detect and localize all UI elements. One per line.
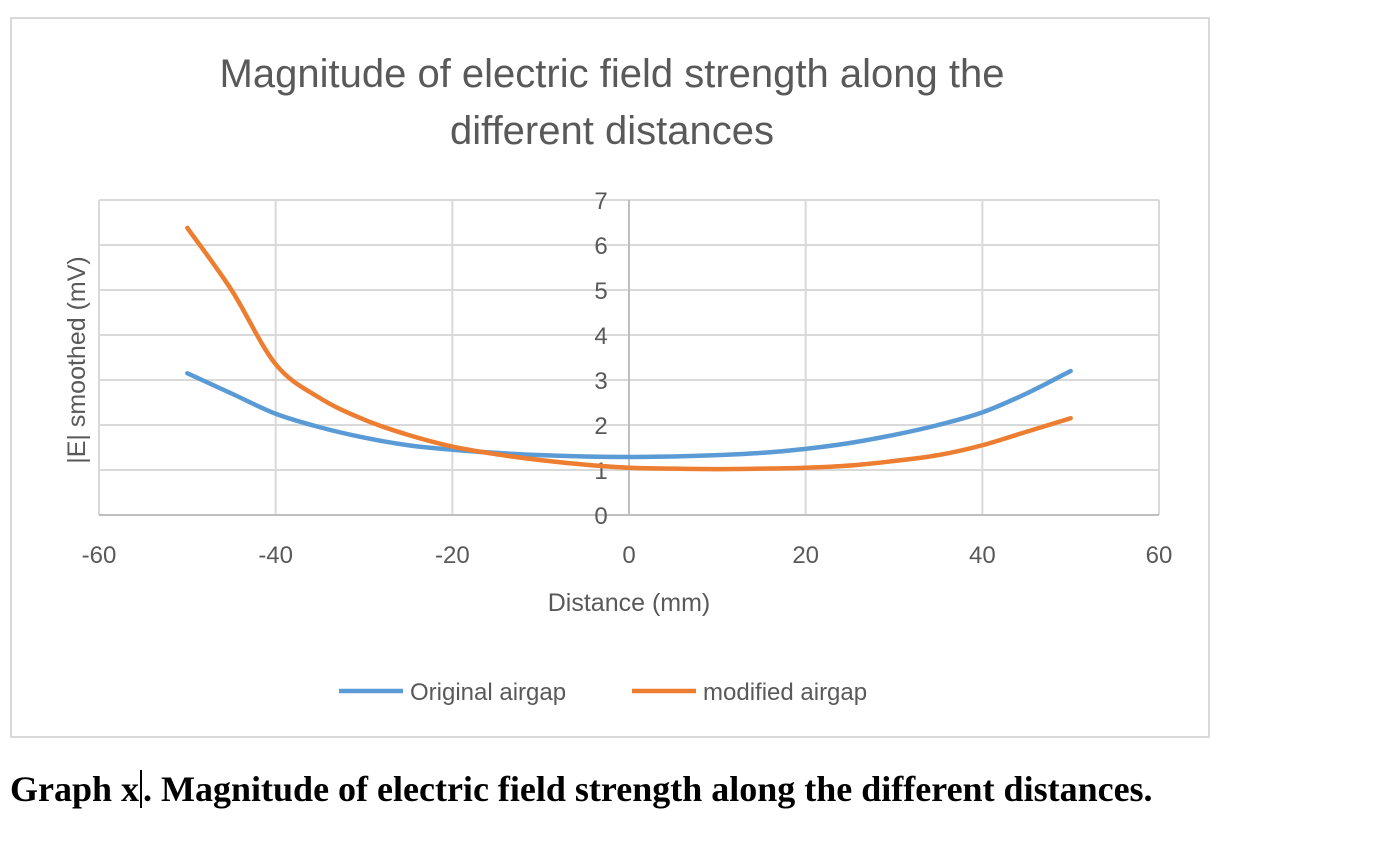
y-tick-label: 6 [594,233,607,260]
text-cursor [140,770,143,808]
x-tick-label: 60 [1146,542,1173,569]
series-line-original-airgap [185,368,1073,460]
chart-frame: Magnitude of electric field strength alo… [10,17,1210,738]
x-axis-title: Distance (mm) [548,589,711,617]
y-axis-title: |E| smoothed (mV) [63,256,91,464]
figure-caption: Graph x. Magnitude of electric field str… [10,768,1153,810]
y-tick-label: 2 [594,413,607,440]
x-tick-label: -20 [435,542,470,569]
y-tick-label: 1 [594,458,607,485]
caption-prefix: Graph x [10,769,140,809]
x-tick-label: 0 [622,542,635,569]
legend-label: modified airgap [703,679,867,706]
caption-text: . Magnitude of electric field strength a… [143,769,1153,809]
series-lines [185,225,1073,472]
series-line-modified-airgap [185,225,1073,472]
y-tick-label: 5 [594,278,607,305]
y-tick-label: 0 [594,503,607,530]
legend-label: Original airgap [410,679,566,706]
legend: Original airgap modified airgap [339,679,867,706]
y-tick-label: 7 [594,188,607,215]
chart-title-line-2: different distances [450,109,774,153]
x-tick-label: -60 [82,542,117,569]
chart-title-line-1: Magnitude of electric field strength alo… [220,52,1005,96]
x-tick-label: 20 [792,542,819,569]
x-tick-label: -40 [258,542,293,569]
axes [99,200,1159,516]
y-tick-label: 4 [594,323,607,350]
y-tick-label: 3 [594,368,607,395]
line-chart: Magnitude of electric field strength alo… [63,52,1173,706]
x-tick-label: 40 [969,542,996,569]
